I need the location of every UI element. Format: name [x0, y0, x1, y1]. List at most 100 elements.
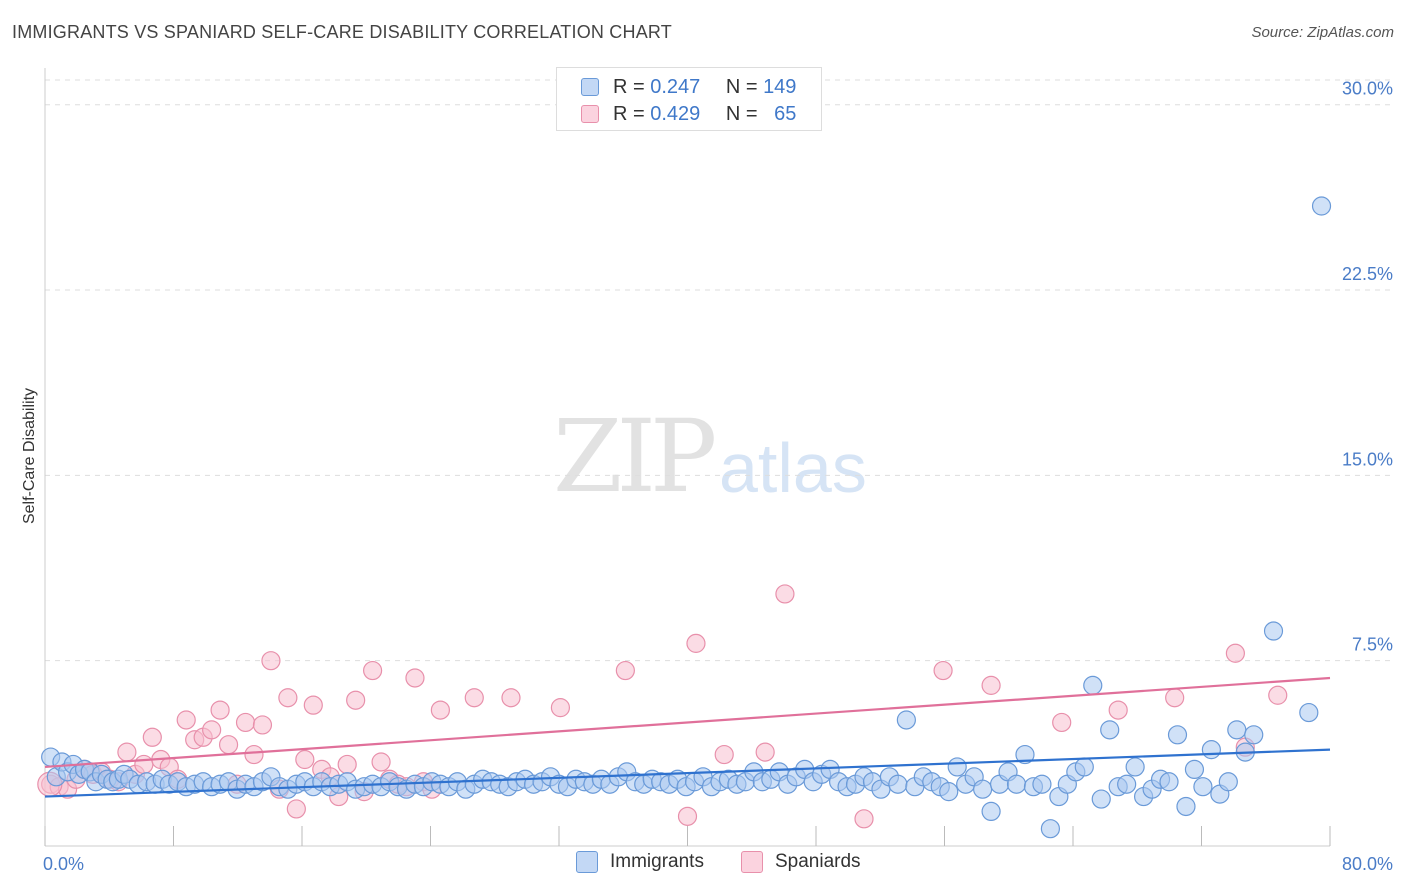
spaniards-point [501, 688, 521, 708]
immigrants-point [1091, 789, 1111, 809]
immigrants-point [981, 801, 1001, 822]
grid-lines [45, 79, 1392, 662]
immigrants-point [1244, 725, 1264, 745]
spaniards-point [218, 735, 239, 755]
trend-lines [44, 676, 1331, 798]
bottom-spaniards-swatch [741, 851, 763, 873]
immigrants-point [1117, 774, 1137, 794]
axes [44, 68, 1331, 847]
bottom-legend-immigrants: Immigrants [576, 851, 704, 873]
spaniards-point [550, 698, 571, 718]
watermark-atlas: atlas [719, 429, 867, 507]
spaniards-point [1165, 688, 1185, 708]
y-tick-label: 22.5% [1342, 264, 1393, 284]
immigrants-point [1227, 720, 1247, 740]
immigrants-point [939, 782, 959, 802]
spaniards-point [686, 633, 706, 653]
correlation-legend: R = 0.247 N = 149 R = 0.429 N = 65 [556, 67, 822, 131]
spaniards-n-label: N = [725, 102, 758, 125]
immigrants-point [1167, 725, 1188, 745]
legend-row-spaniards: R = 0.429 N = 65 [581, 101, 796, 127]
chart-title: IMMIGRANTS VS SPANIARD SELF-CARE DISABIL… [12, 22, 672, 42]
spaniards-point [1108, 700, 1128, 720]
spaniards-point [286, 799, 306, 819]
immigrants-point [947, 757, 967, 777]
immigrants-point [896, 710, 916, 730]
immigrants-point [1040, 819, 1061, 839]
spaniards-point [142, 727, 162, 747]
immigrants-point [1176, 796, 1196, 817]
spaniards-point [981, 675, 1001, 695]
immigrants-n-label: N = [725, 75, 758, 98]
spaniards-point [615, 660, 635, 681]
spaniards-point [1225, 643, 1245, 663]
immigrants-point [1184, 759, 1205, 780]
bottom-spaniards-label: Spaniards [775, 851, 861, 872]
y-axis-label: Self-Care Disability [21, 388, 38, 524]
immigrants-swatch [581, 78, 599, 96]
spaniards-point [1052, 712, 1072, 733]
immigrants-point [1263, 621, 1284, 641]
spaniards-swatch [581, 105, 599, 123]
spaniards-point [775, 584, 795, 604]
spaniards-point [371, 752, 391, 772]
spaniards-point [210, 700, 230, 720]
bottom-immigrants-label: Immigrants [610, 851, 704, 872]
immigrants-point [1299, 702, 1319, 723]
spaniards-r-value: 0.429 [650, 102, 701, 125]
bottom-legend-spaniards: Spaniards [741, 851, 861, 873]
legend-row-immigrants: R = 0.247 N = 149 [581, 74, 796, 100]
spaniards-trend-line [44, 676, 1331, 769]
y-tick-label: 15.0% [1342, 449, 1393, 469]
spaniards-n-value: 65 [774, 102, 797, 125]
immigrants-point [888, 774, 908, 794]
spaniards-point [430, 700, 450, 720]
spaniards-point [933, 660, 953, 681]
immigrants-point [1006, 774, 1027, 794]
spaniards-point [252, 715, 273, 735]
spaniards-point [755, 742, 775, 762]
immigrants-point [1159, 772, 1179, 792]
spaniards-point [714, 744, 734, 765]
watermark-zip: ZIP [553, 398, 717, 515]
spaniards-point [117, 742, 137, 762]
immigrants-point [1125, 757, 1145, 777]
immigrants-point [1074, 757, 1094, 777]
immigrants-point [1218, 772, 1238, 792]
tick-labels: 7.5% 15.0% 22.5% 30.0% 0.0% 80.0% Self-Care Di… [21, 79, 1393, 874]
spaniards-point [464, 688, 484, 708]
immigrants-point [1015, 744, 1035, 765]
immigrants-r-value: 0.247 [650, 75, 701, 98]
spaniards-point [261, 651, 281, 671]
spaniards-point [854, 809, 874, 829]
immigrants-trend-line [44, 748, 1331, 798]
spaniards-point [363, 660, 383, 681]
spaniards-point [235, 712, 256, 733]
spaniards-r-label: R = [613, 102, 645, 125]
immigrants-point [1201, 740, 1221, 760]
spaniards-point [1268, 685, 1288, 705]
spaniards-point [337, 754, 357, 775]
y-tick-label: 7.5% [1352, 635, 1393, 655]
spaniards-point [202, 720, 222, 740]
spaniards-point [346, 690, 366, 710]
bottom-immigrants-swatch [576, 851, 598, 873]
spaniards-point [295, 749, 315, 770]
spaniards-point [303, 695, 323, 715]
spaniards-point [677, 806, 698, 826]
immigrants-point [1193, 777, 1213, 797]
source-label: Source: ZipAtlas.com [1251, 24, 1394, 41]
spaniards-point [278, 688, 298, 708]
immigrants-point [1083, 675, 1103, 695]
immigrants-n-value: 149 [763, 75, 797, 98]
immigrants-point [1311, 196, 1332, 216]
x-tick-label-min: 0.0% [43, 854, 84, 874]
spaniards-point [134, 754, 154, 775]
spaniards-point [405, 668, 425, 688]
spaniards-point [176, 710, 196, 730]
y-tick-label: 30.0% [1342, 79, 1393, 99]
spaniards-point [244, 744, 264, 765]
immigrants-point [973, 779, 993, 799]
immigrants-r-label: R = [613, 75, 645, 98]
